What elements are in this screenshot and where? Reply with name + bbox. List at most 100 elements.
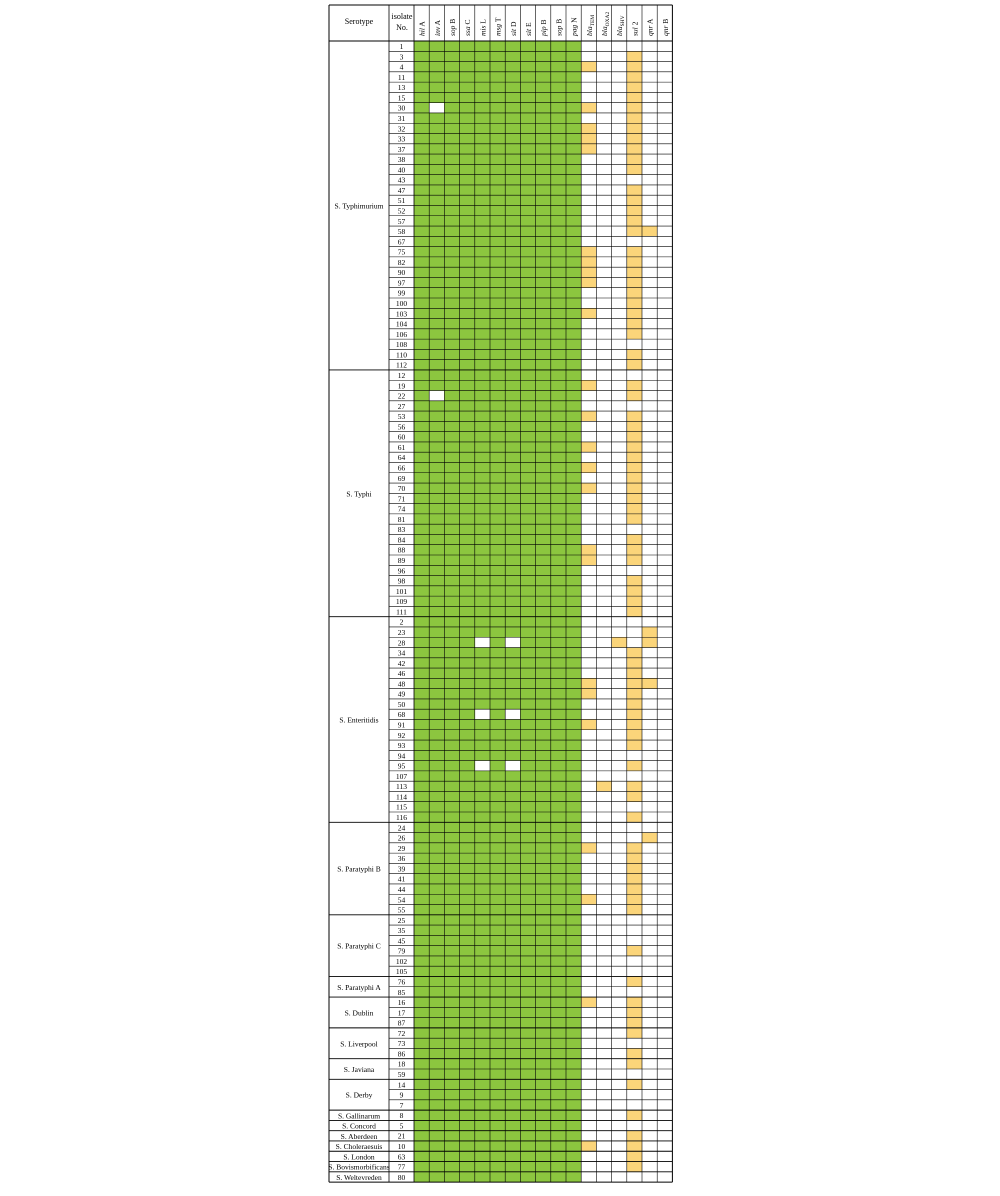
- presence-cell: [596, 400, 612, 412]
- presence-cell: [505, 462, 521, 473]
- presence-cell: [550, 945, 566, 956]
- presence-cell: [550, 256, 566, 268]
- presence-cell: [474, 1099, 490, 1111]
- presence-cell: [642, 585, 658, 597]
- isolate-number: 40: [398, 165, 406, 174]
- presence-cell: [596, 760, 612, 771]
- presence-cell: [474, 174, 490, 185]
- presence-cell: [474, 596, 490, 607]
- presence-cell: [550, 925, 566, 936]
- presence-cell: [429, 1130, 445, 1141]
- presence-cell: [550, 596, 566, 607]
- presence-cell: [550, 1048, 566, 1059]
- presence-cell: [490, 267, 506, 278]
- presence-cell: [459, 1110, 475, 1121]
- presence-cell: [581, 873, 597, 884]
- presence-cell: [581, 287, 597, 298]
- presence-cell: [520, 1120, 536, 1131]
- presence-cell: [611, 1099, 627, 1111]
- presence-cell: [657, 308, 673, 319]
- presence-cell: [535, 1048, 551, 1059]
- presence-cell: [596, 143, 612, 155]
- presence-cell: [520, 904, 536, 915]
- presence-cell: [444, 339, 460, 350]
- presence-cell: [596, 277, 612, 288]
- presence-cell: [444, 380, 460, 391]
- presence-cell: [611, 873, 627, 884]
- presence-cell: [535, 1007, 551, 1018]
- presence-cell: [581, 678, 597, 689]
- presence-cell: [657, 770, 673, 782]
- presence-cell: [626, 308, 642, 319]
- presence-cell: [490, 698, 506, 710]
- presence-cell: [474, 585, 490, 597]
- presence-cell: [642, 935, 658, 946]
- presence-cell: [626, 328, 642, 340]
- presence-cell: [642, 986, 658, 998]
- presence-cell: [581, 513, 597, 525]
- presence-cell: [581, 308, 597, 319]
- presence-cell: [444, 1048, 460, 1059]
- presence-cell: [490, 709, 506, 720]
- presence-cell: [429, 41, 445, 52]
- presence-cell: [596, 986, 612, 998]
- presence-cell: [474, 1130, 490, 1141]
- presence-cell: [459, 513, 475, 525]
- presence-cell: [550, 287, 566, 298]
- presence-cell: [657, 1079, 673, 1090]
- presence-cell: [474, 369, 490, 381]
- presence-cell: [611, 441, 627, 453]
- presence-cell: [596, 267, 612, 278]
- presence-cell: [657, 534, 673, 545]
- presence-cell: [490, 945, 506, 956]
- presence-cell: [429, 287, 445, 298]
- presence-cell: [657, 801, 673, 812]
- presence-cell: [414, 400, 430, 412]
- presence-cell: [474, 832, 490, 843]
- presence-cell: [657, 483, 673, 494]
- presence-cell: [414, 483, 430, 494]
- presence-cell: [642, 657, 658, 669]
- isolate-number: 8: [400, 1111, 404, 1120]
- presence-cell: [566, 626, 582, 638]
- presence-cell: [429, 359, 445, 370]
- presence-cell: [642, 51, 658, 62]
- presence-cell: [535, 1161, 551, 1172]
- presence-cell: [566, 740, 582, 751]
- presence-cell: [505, 914, 521, 926]
- isolate-number: 90: [398, 268, 406, 277]
- presence-cell: [642, 41, 658, 52]
- presence-cell: [642, 215, 658, 227]
- presence-cell: [444, 801, 460, 812]
- presence-cell: [657, 246, 673, 257]
- presence-cell: [459, 873, 475, 884]
- presence-cell: [642, 883, 658, 895]
- presence-cell: [520, 976, 536, 987]
- isolate-number: 32: [398, 124, 406, 133]
- presence-cell: [596, 822, 612, 833]
- presence-cell: [444, 698, 460, 710]
- presence-cell: [611, 863, 627, 874]
- presence-cell: [581, 647, 597, 658]
- presence-cell: [444, 1089, 460, 1100]
- presence-cell: [474, 1027, 490, 1039]
- presence-cell: [505, 421, 521, 432]
- presence-cell: [414, 1171, 430, 1183]
- gene-label: ssa C: [463, 20, 472, 36]
- presence-cell: [596, 1079, 612, 1090]
- presence-cell: [550, 1130, 566, 1141]
- presence-cell: [611, 61, 627, 72]
- presence-cell: [490, 678, 506, 689]
- presence-cell: [642, 770, 658, 782]
- presence-cell: [505, 863, 521, 874]
- presence-cell: [490, 1151, 506, 1162]
- presence-cell: [505, 1058, 521, 1069]
- presence-cell: [535, 853, 551, 864]
- presence-cell: [550, 863, 566, 874]
- presence-cell: [414, 770, 430, 782]
- presence-cell: [581, 966, 597, 977]
- presence-cell: [566, 472, 582, 484]
- presence-cell: [520, 1140, 536, 1152]
- presence-cell: [414, 1130, 430, 1141]
